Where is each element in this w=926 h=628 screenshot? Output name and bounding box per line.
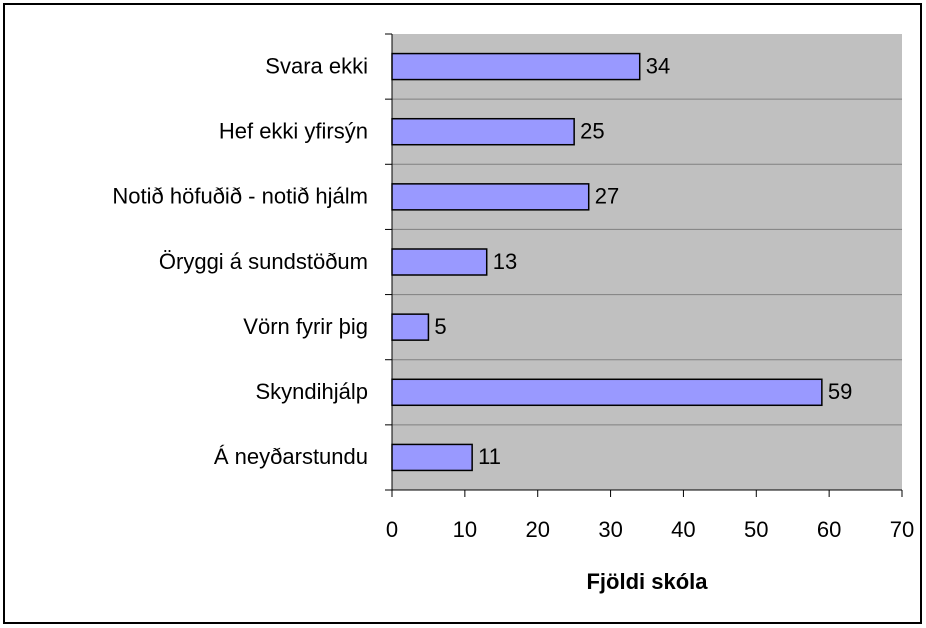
x-tick-label: 10 <box>453 517 477 542</box>
value-label: 59 <box>828 379 852 404</box>
x-tick-label: 30 <box>598 517 622 542</box>
bar <box>391 117 575 146</box>
value-label: 13 <box>493 249 517 274</box>
x-tick-label: 70 <box>890 517 914 542</box>
bar <box>391 443 473 472</box>
bar <box>391 313 430 341</box>
x-tick-label: 40 <box>671 517 695 542</box>
y-tick-label: Svara ekki <box>265 53 368 78</box>
y-tick-label: Notið höfuðið - notið hjálm <box>112 184 368 209</box>
value-label: 5 <box>434 314 446 339</box>
y-tick-label: Skyndihjálp <box>255 379 368 404</box>
bar <box>391 248 488 276</box>
value-label: 27 <box>595 184 619 209</box>
x-axis-title: Fjöldi skóla <box>586 569 708 594</box>
x-tick-label: 60 <box>817 517 841 542</box>
y-tick-label: Öryggi á sundstöðum <box>159 249 368 274</box>
x-tick-label: 0 <box>386 517 398 542</box>
y-tick-label: Hef ekki yfirsýn <box>219 119 368 144</box>
y-tick-label: Á neyðarstundu <box>214 444 368 469</box>
bar <box>391 52 641 81</box>
value-label: 25 <box>580 119 604 144</box>
x-tick-label: 50 <box>744 517 768 542</box>
value-label: 34 <box>646 53 670 78</box>
value-label: 11 <box>478 444 501 469</box>
x-tick-label: 20 <box>525 517 549 542</box>
bar <box>391 183 590 211</box>
bar <box>391 378 823 407</box>
y-tick-label: Vörn fyrir þig <box>243 314 368 339</box>
